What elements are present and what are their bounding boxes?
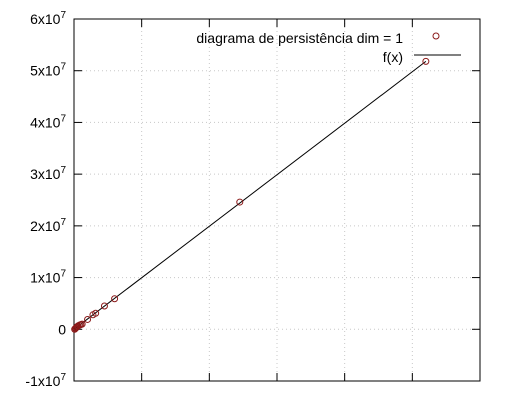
data-point: [100, 302, 108, 310]
y-tick-label: 0: [58, 321, 66, 337]
data-point: [78, 320, 86, 328]
y-tick-label: 4x107: [30, 113, 66, 130]
data-point: [111, 295, 119, 303]
data-point: [236, 198, 244, 206]
y-tick-label: 1x107: [30, 269, 66, 286]
y-tick-label: 2x107: [30, 217, 66, 234]
legend: diagrama de persistência dim = 1 f(x): [196, 30, 461, 65]
axis-ticks: -1x107 0 1x107 2x107 3x107 4x107 5x107 6x107: [25, 10, 480, 389]
y-tick-label: -1x107: [25, 372, 66, 389]
legend-label-persistence: diagrama de persistência dim = 1: [196, 30, 403, 46]
grid: [74, 19, 480, 381]
y-tick-label: 5x107: [30, 62, 66, 79]
data-point: [92, 309, 100, 317]
fit-line: [73, 61, 427, 330]
y-tick-label: 3x107: [30, 165, 66, 182]
data-point: [84, 315, 92, 323]
fit-line-layer: [73, 61, 427, 330]
data-points: [71, 57, 430, 333]
legend-label-fx: f(x): [383, 49, 403, 65]
y-tick-label: 6x107: [30, 10, 66, 27]
data-point: [422, 57, 430, 65]
legend-marker-persistence: [432, 32, 440, 40]
